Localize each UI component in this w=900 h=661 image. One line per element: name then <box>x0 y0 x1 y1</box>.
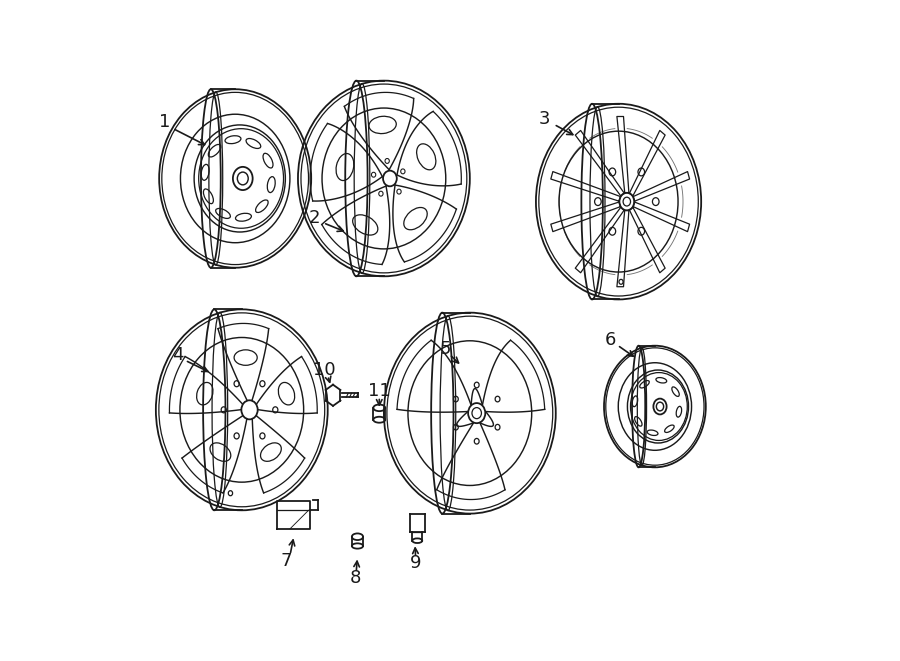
Text: 2: 2 <box>309 209 320 227</box>
Text: 10: 10 <box>313 361 336 379</box>
Text: 11: 11 <box>368 382 391 401</box>
Text: 8: 8 <box>350 569 361 588</box>
Text: 9: 9 <box>410 554 421 572</box>
Text: 1: 1 <box>158 113 170 132</box>
Text: 3: 3 <box>539 110 550 128</box>
Text: 5: 5 <box>439 340 451 358</box>
Text: 7: 7 <box>281 551 292 570</box>
Text: 6: 6 <box>604 330 616 349</box>
Text: 4: 4 <box>172 346 184 364</box>
